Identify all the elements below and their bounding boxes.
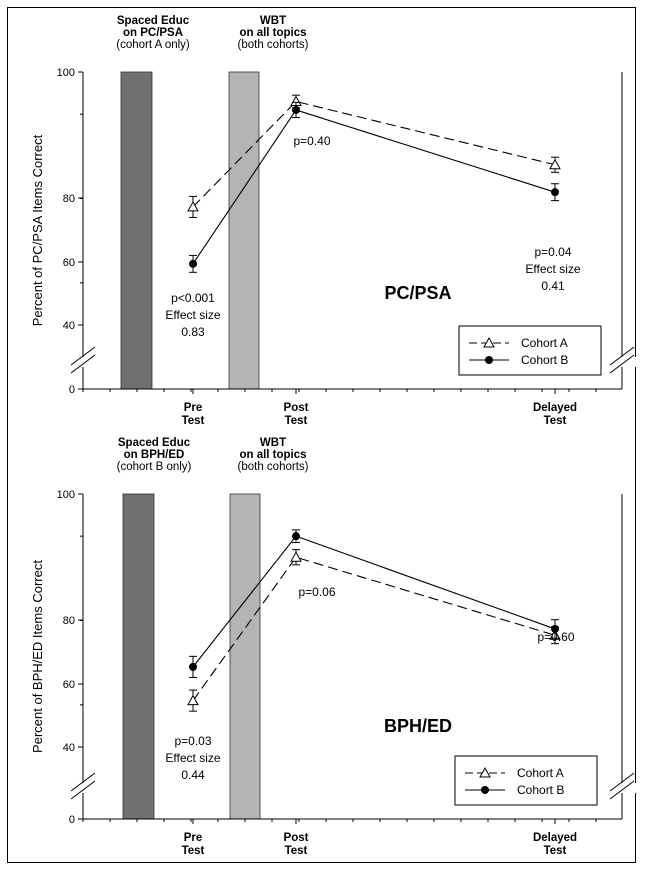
annotation-post: p=0.06: [298, 585, 335, 599]
band-label: WBT on all topics (both cohorts): [238, 437, 309, 473]
y-axis-label: Percent of BPH/ED Items Correct: [30, 560, 45, 753]
y-tick-label: 60: [63, 257, 75, 269]
annotation-pre: p<0.001 Effect size 0.83: [165, 291, 220, 339]
y-tick-label: 100: [57, 67, 75, 79]
band-label: Spaced Educ on BPH/ED (cohort B only): [117, 437, 192, 473]
band-label: Spaced Educ on PC/PSA (cohort A only): [116, 15, 190, 51]
x-tick-label: Post Test: [284, 402, 309, 427]
x-tick-label: Pre Test: [182, 402, 205, 427]
legend-label: Cohort A: [521, 336, 568, 350]
legend-label: Cohort B: [517, 783, 564, 797]
band-spaced-educ: [120, 71, 153, 390]
data-point-cohort-b: [292, 105, 300, 114]
data-point-cohort-a: [290, 551, 302, 562]
x-tick-label: Post Test: [284, 832, 309, 857]
y-tick-label: 40: [63, 320, 75, 332]
data-point-cohort-b: [292, 532, 300, 541]
data-point-cohort-a: [549, 158, 561, 170]
axis-break-mark: [609, 346, 635, 366]
y-tick-label: 0: [69, 814, 75, 826]
legend-label: Cohort A: [517, 766, 564, 780]
y-tick-label: 0: [69, 384, 75, 396]
axis-break-mark: [70, 346, 96, 366]
x-tick-label: Delayed Test: [533, 402, 577, 427]
data-point-cohort-b: [189, 259, 197, 268]
axis-break-mark: [70, 354, 96, 374]
x-tick-label: Pre Test: [182, 832, 205, 857]
legend-marker: [485, 356, 493, 364]
axis-break-mark: [609, 354, 635, 374]
axis-break-mark: [70, 780, 96, 800]
chart-panel-1: Spaced Educ on PC/PSA (cohort A only) WBT on…: [30, 15, 636, 427]
chart-panel-2: Spaced Educ on BPH/ED (cohort B only) WBT on…: [30, 437, 636, 857]
annotation-post: p=0.40: [293, 134, 330, 148]
data-point-cohort-a: [187, 200, 199, 212]
data-point-cohort-b: [189, 662, 197, 671]
band-spaced-educ: [122, 493, 155, 820]
legend-box: [454, 755, 598, 806]
x-tick-label: Delayed Test: [533, 832, 577, 857]
chart-title: BPH/ED: [384, 716, 452, 736]
y-tick-label: 60: [63, 679, 75, 691]
legend-box: [458, 325, 602, 376]
figure-frame: [7, 7, 636, 863]
series-line-cohort-a: [192, 100, 556, 208]
y-tick-label: 80: [63, 193, 75, 205]
data-point-cohort-b: [551, 188, 559, 197]
axis-break-mark: [609, 780, 635, 800]
axis-break-gap: [69, 357, 97, 367]
band-wbt: [228, 71, 260, 390]
y-tick-label: 100: [57, 489, 75, 501]
legend-marker: [479, 766, 491, 778]
legend: Cohort A Cohort B: [454, 755, 598, 806]
annotation-delayed: p=0.60: [537, 630, 574, 644]
y-tick-label: 40: [63, 742, 75, 754]
axis-break-mark: [70, 772, 96, 792]
annotation-delayed: p=0.04 Effect size 0.41: [525, 245, 580, 293]
band-wbt: [229, 493, 261, 820]
legend: Cohort A Cohort B: [458, 325, 602, 376]
band-label: WBT on all topics (both cohorts): [238, 15, 309, 51]
y-axis-label: Percent of PC/PSA Items Correct: [30, 134, 45, 326]
legend-label: Cohort B: [521, 353, 568, 367]
axis-break-gap: [608, 783, 636, 793]
axis-break-mark: [609, 772, 635, 792]
legend-marker: [483, 336, 495, 348]
axis-break-gap: [69, 783, 97, 793]
data-point-cohort-b: [551, 624, 559, 633]
axis-break-gap: [608, 357, 636, 367]
chart-title: PC/PSA: [384, 283, 451, 303]
annotation-pre: p=0.03 Effect size 0.44: [165, 734, 220, 782]
data-point-cohort-a: [187, 694, 199, 706]
y-tick-label: 80: [63, 615, 75, 627]
legend-marker: [481, 786, 489, 794]
